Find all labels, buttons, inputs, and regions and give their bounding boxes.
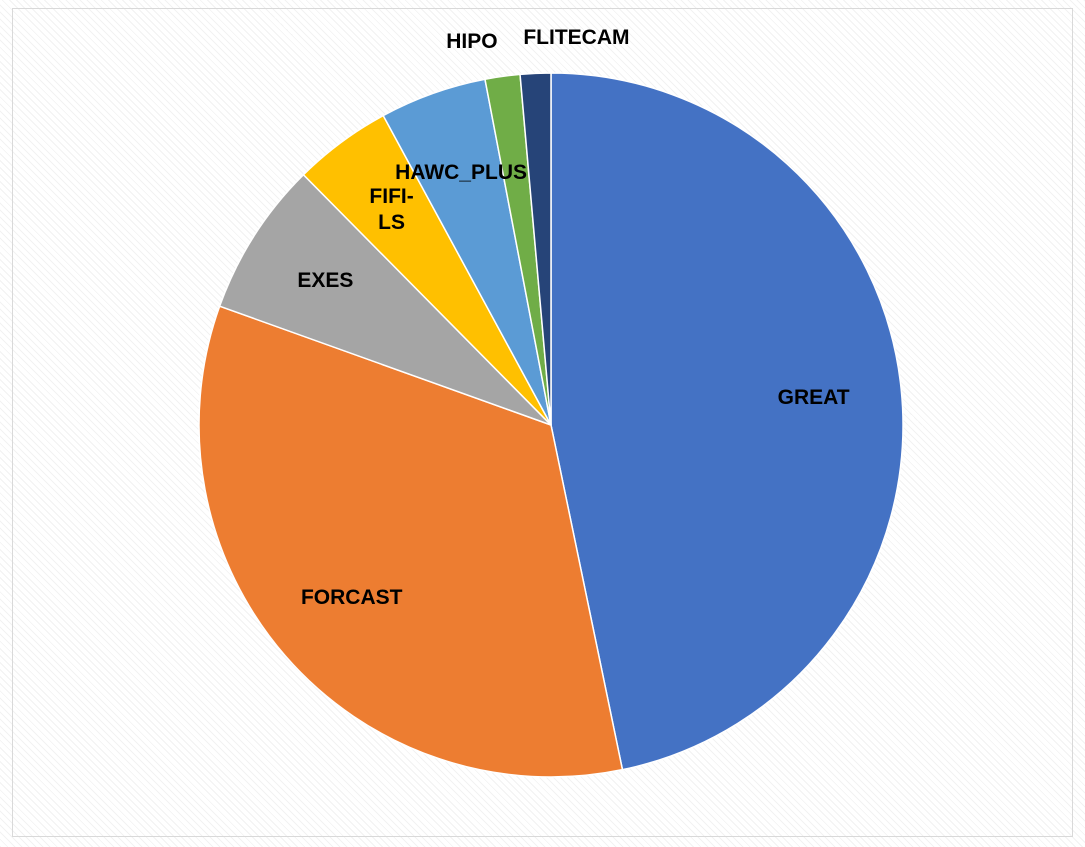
- slice-label: FLITECAM: [523, 26, 630, 50]
- chart-frame: [12, 8, 1073, 837]
- pie-slice: [218, 173, 552, 426]
- slice-label: GREAT: [777, 385, 850, 409]
- slice-label: FORCAST: [300, 586, 403, 610]
- slice-label: HAWC_PLUS: [395, 160, 528, 184]
- pie-slice: [519, 72, 552, 426]
- slice-label: EXES: [297, 269, 354, 293]
- slice-label: FIFI-LS: [369, 184, 414, 235]
- slice-label: HIPO: [446, 29, 498, 53]
- pie-slice: [550, 72, 904, 771]
- pie-slice: [198, 305, 624, 778]
